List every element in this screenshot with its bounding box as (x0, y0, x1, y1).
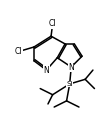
Text: N: N (44, 66, 49, 75)
Text: Si: Si (66, 81, 73, 87)
Text: Cl: Cl (15, 47, 22, 56)
Text: N: N (68, 62, 74, 71)
Text: Cl: Cl (49, 19, 56, 28)
